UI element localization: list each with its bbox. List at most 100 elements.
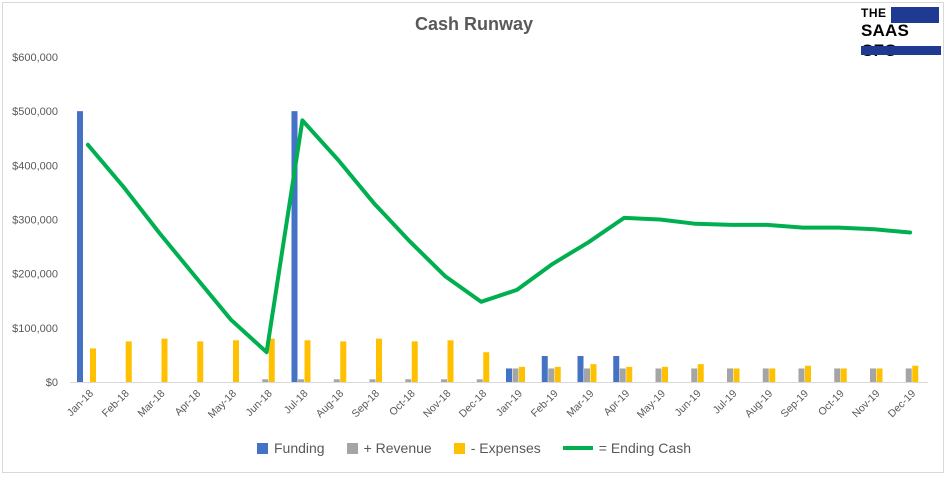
bar-funding xyxy=(506,368,512,382)
saas-cfo-logo: THE SAAS CFO xyxy=(859,6,941,60)
legend-label-ending-cash: = Ending Cash xyxy=(598,440,691,456)
y-tick-label: $500,000 xyxy=(12,106,58,118)
bar-expenses xyxy=(197,341,204,382)
x-axis: Jan-18 Feb-18 Mar-18 Apr-18 May-18 Jun-18 Jul-… xyxy=(65,382,928,421)
legend-item-expenses: - Expenses xyxy=(453,440,541,456)
bar-funding xyxy=(577,356,584,382)
bar-expenses xyxy=(769,368,776,382)
x-tick-label: Jan-19 xyxy=(494,388,525,419)
y-tick-label: $0 xyxy=(46,377,58,389)
chart-title: Cash Runway xyxy=(414,14,534,34)
legend-item-ending-cash: = Ending Cash xyxy=(562,440,691,456)
bar-revenue xyxy=(727,368,733,382)
logo-bar-top xyxy=(891,7,939,23)
bars-layer xyxy=(77,111,919,383)
x-tick-label: Mar-19 xyxy=(564,388,596,420)
logo-text-top: THE xyxy=(861,6,887,20)
legend-label-revenue: + Revenue xyxy=(363,440,432,456)
bar-expenses xyxy=(733,368,740,382)
x-tick-label: Nov-19 xyxy=(850,388,883,421)
x-tick-label: May-19 xyxy=(635,388,668,421)
bar-expenses xyxy=(125,341,132,382)
line-layer xyxy=(85,118,913,355)
x-tick-label: Jun-19 xyxy=(673,388,704,419)
bar-expenses xyxy=(912,365,919,382)
bar-expenses xyxy=(161,338,168,382)
bar-revenue xyxy=(655,368,662,382)
bar-expenses xyxy=(626,366,633,382)
legend-swatch-expenses xyxy=(453,442,465,454)
y-axis: $0 $100,000 $200,000 $300,000 $400,000 $500,0… xyxy=(12,52,58,389)
legend-swatch-funding xyxy=(257,442,268,454)
x-tick-label: Apr-19 xyxy=(601,388,632,419)
bar-revenue xyxy=(691,368,698,382)
bar-funding xyxy=(541,356,548,382)
bar-revenue xyxy=(870,368,876,382)
bar-revenue xyxy=(512,368,519,382)
x-tick-label: Oct-19 xyxy=(816,388,847,419)
legend-item-revenue: + Revenue xyxy=(346,440,432,456)
bar-expenses xyxy=(840,368,847,382)
bar-expenses xyxy=(268,338,275,382)
bar-revenue xyxy=(476,379,483,382)
bar-expenses xyxy=(662,366,668,382)
legend: Funding + Revenue - Expenses = Ending Ca… xyxy=(0,440,948,456)
bar-expenses xyxy=(805,365,811,382)
bar-revenue xyxy=(333,379,340,382)
x-tick-label: Sep-19 xyxy=(779,388,812,421)
x-tick-label: May-18 xyxy=(206,388,239,421)
bar-revenue xyxy=(619,368,626,382)
x-tick-label: Mar-18 xyxy=(135,388,167,420)
x-tick-label: Sep-18 xyxy=(350,388,383,421)
bar-expenses xyxy=(519,366,525,382)
bar-expenses xyxy=(376,338,382,382)
x-tick-label: Nov-18 xyxy=(421,388,454,421)
bar-revenue xyxy=(584,368,590,382)
y-tick-label: $100,000 xyxy=(12,323,58,335)
bar-expenses xyxy=(90,348,96,382)
bar-expenses xyxy=(233,340,239,382)
bar-revenue xyxy=(262,379,269,382)
bar-revenue xyxy=(441,379,447,382)
x-tick-label: Oct-18 xyxy=(387,388,418,419)
x-tick-label: Jul-18 xyxy=(282,388,311,417)
legend-swatch-revenue xyxy=(346,442,358,454)
bar-expenses xyxy=(447,340,454,382)
legend-label-expenses: - Expenses xyxy=(470,440,541,456)
bar-expenses xyxy=(554,366,561,382)
bar-funding xyxy=(613,356,620,382)
y-tick-label: $200,000 xyxy=(12,269,58,281)
x-tick-label: Apr-18 xyxy=(172,388,203,419)
bar-funding xyxy=(291,111,298,383)
ending-cash-line xyxy=(85,118,913,355)
x-tick-label: Dec-19 xyxy=(886,388,919,421)
bar-revenue xyxy=(369,379,376,382)
x-tick-label: Dec-18 xyxy=(457,388,490,421)
legend-label-funding: Funding xyxy=(274,440,325,456)
y-tick-label: $600,000 xyxy=(12,52,58,64)
bar-revenue xyxy=(405,379,412,382)
y-tick-label: $400,000 xyxy=(12,160,58,172)
bar-revenue xyxy=(298,379,304,382)
bar-revenue xyxy=(548,368,555,382)
bar-expenses xyxy=(304,340,311,382)
x-tick-label: Aug-19 xyxy=(743,388,776,421)
legend-item-funding: Funding xyxy=(257,440,325,456)
x-tick-label: Feb-19 xyxy=(529,388,561,420)
bar-revenue xyxy=(834,368,841,382)
bar-expenses xyxy=(590,364,597,382)
x-tick-label: Jan-18 xyxy=(65,388,96,419)
bar-expenses xyxy=(697,364,704,382)
x-tick-label: Jun-18 xyxy=(244,388,275,419)
bar-expenses xyxy=(340,341,347,382)
legend-swatch-ending-cash xyxy=(562,446,593,450)
bar-expenses xyxy=(876,368,883,382)
bar-revenue xyxy=(798,368,805,382)
bar-revenue xyxy=(762,368,769,382)
logo-bar-bottom xyxy=(861,46,941,55)
x-tick-label: Jul-19 xyxy=(711,388,740,417)
bar-revenue xyxy=(905,368,912,382)
x-tick-label: Feb-18 xyxy=(100,388,132,420)
